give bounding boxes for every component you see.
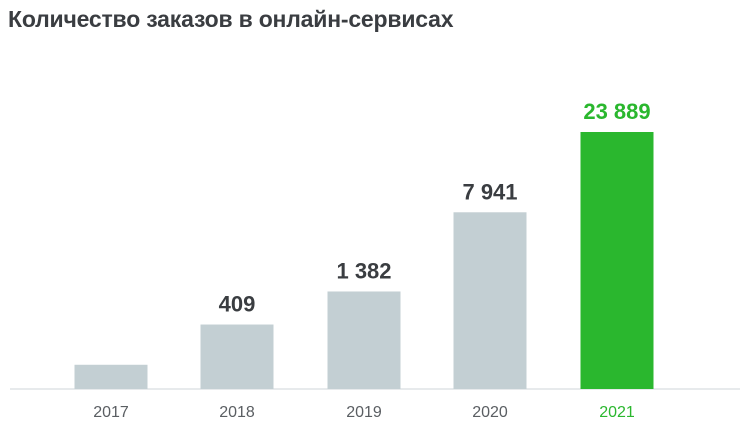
bar-2019 <box>327 291 401 389</box>
tick-label-2018: 2018 <box>219 404 255 421</box>
chart-title: Количество заказов в онлайн-сервисах <box>8 6 454 32</box>
bar-2018 <box>200 324 274 389</box>
bars-group: 2017 409 2018 1 382 2019 7 941 2020 23 889 2021 <box>74 99 654 421</box>
tick-label-2021: 2021 <box>599 404 635 421</box>
value-label-2021: 23 889 <box>583 99 650 124</box>
tick-label-2020: 2020 <box>472 404 508 421</box>
value-label-2020: 7 941 <box>462 179 517 204</box>
bar-2020 <box>453 212 527 389</box>
value-label-2019: 1 382 <box>336 258 391 283</box>
bar-2017 <box>74 364 148 389</box>
bar-2021 <box>580 132 654 389</box>
tick-label-2017: 2017 <box>93 404 129 421</box>
tick-label-2019: 2019 <box>346 404 382 421</box>
value-label-2018: 409 <box>219 292 256 317</box>
